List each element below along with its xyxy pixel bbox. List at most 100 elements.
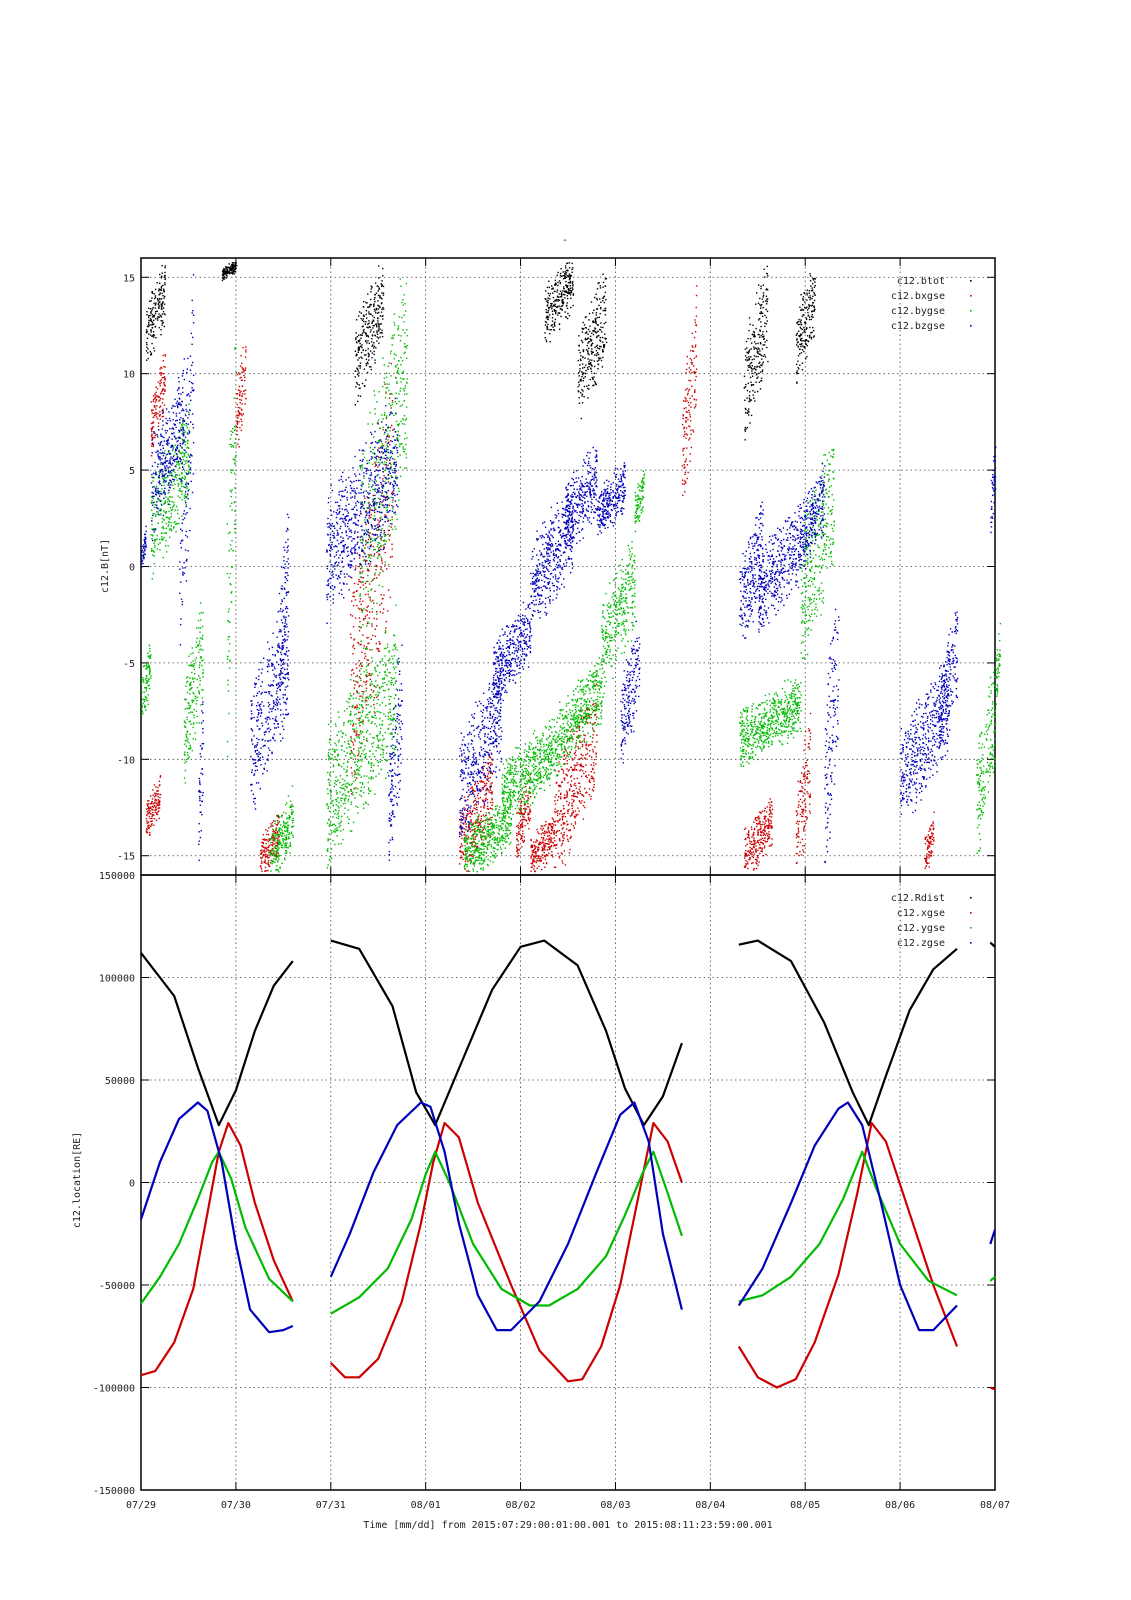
data-point	[587, 358, 588, 359]
data-point	[385, 441, 386, 442]
data-point	[356, 319, 357, 320]
data-point	[157, 499, 158, 500]
data-point	[562, 817, 563, 818]
data-point	[532, 865, 533, 866]
data-point	[147, 352, 148, 353]
data-point	[527, 806, 528, 807]
data-point	[563, 288, 564, 289]
data-point	[366, 317, 367, 318]
data-point	[156, 400, 157, 401]
data-point	[186, 737, 187, 738]
data-point	[760, 364, 761, 365]
data-point	[557, 820, 558, 821]
data-point	[517, 853, 518, 854]
data-point	[374, 591, 375, 592]
data-point	[189, 678, 190, 679]
data-point	[370, 685, 371, 686]
data-point	[145, 699, 146, 700]
data-point	[185, 699, 186, 700]
data-point	[598, 360, 599, 361]
data-point	[371, 304, 372, 305]
data-point	[190, 711, 191, 712]
data-point	[186, 488, 187, 489]
data-point	[164, 485, 165, 486]
data-point	[752, 856, 753, 857]
data-point	[487, 780, 488, 781]
data-point	[814, 310, 815, 311]
data-point	[745, 855, 746, 856]
data-point	[264, 839, 265, 840]
data-point	[371, 341, 372, 342]
data-point	[812, 317, 813, 318]
data-point	[155, 530, 156, 531]
data-point	[229, 622, 230, 623]
data-point	[591, 757, 592, 758]
data-point	[518, 849, 519, 850]
data-point	[385, 627, 386, 628]
data-point	[184, 498, 185, 499]
data-point	[545, 821, 546, 822]
data-point	[466, 826, 467, 827]
data-point	[365, 544, 366, 545]
data-point	[801, 809, 802, 810]
data-point	[360, 338, 361, 339]
data-point	[151, 500, 152, 501]
data-point	[354, 592, 355, 593]
data-point	[260, 854, 261, 855]
data-point	[359, 626, 360, 627]
data-point	[371, 323, 372, 324]
data-point	[159, 396, 160, 397]
data-point	[555, 313, 556, 314]
data-point	[367, 340, 368, 341]
data-point	[802, 845, 803, 846]
data-point	[567, 763, 568, 764]
data-point	[600, 308, 601, 309]
data-point	[573, 825, 574, 826]
data-point	[202, 639, 203, 640]
data-point	[177, 455, 178, 456]
data-point	[199, 632, 200, 633]
data-point	[555, 319, 556, 320]
data-point	[371, 505, 372, 506]
data-point	[580, 742, 581, 743]
data-point	[190, 705, 191, 706]
data-point	[178, 483, 179, 484]
data-point	[146, 342, 147, 343]
data-point	[691, 372, 692, 373]
data-point	[588, 361, 589, 362]
data-point	[354, 648, 355, 649]
data-point	[562, 819, 563, 820]
data-point	[199, 665, 200, 666]
data-point	[565, 285, 566, 286]
data-point	[590, 368, 591, 369]
data-point	[148, 320, 149, 321]
data-point	[547, 329, 548, 330]
data-point	[198, 690, 199, 691]
data-point	[809, 748, 810, 749]
data-point	[353, 626, 354, 627]
data-point	[382, 429, 383, 430]
data-point	[198, 652, 199, 653]
data-point	[756, 373, 757, 374]
data-point	[164, 450, 165, 451]
data-point	[749, 349, 750, 350]
data-point	[147, 348, 148, 349]
data-point	[273, 820, 274, 821]
data-point	[696, 368, 697, 369]
data-point	[800, 334, 801, 335]
data-point	[149, 832, 150, 833]
data-point	[575, 750, 576, 751]
data-point	[230, 272, 231, 273]
data-point	[239, 373, 240, 374]
data-point	[542, 857, 543, 858]
data-point	[154, 555, 155, 556]
data-point	[763, 362, 764, 363]
data-point	[159, 542, 160, 543]
data-point	[359, 311, 360, 312]
data-point	[364, 368, 365, 369]
data-point	[758, 348, 759, 349]
data-point	[277, 820, 278, 821]
data-point	[353, 744, 354, 745]
data-point	[154, 407, 155, 408]
data-point	[762, 369, 763, 370]
